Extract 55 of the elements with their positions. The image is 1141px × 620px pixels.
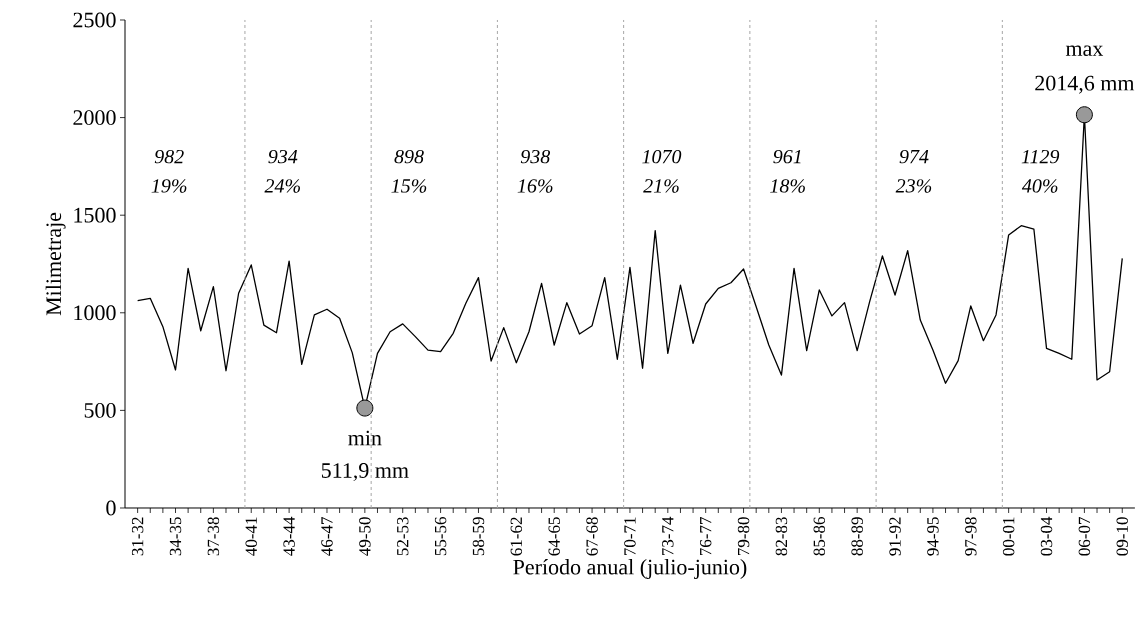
x-tick-label: 88-89 [851,517,863,556]
x-tick-label: 52-53 [397,517,409,556]
x-tick-label: 97-98 [965,517,977,556]
x-tick-label: 85-86 [813,517,826,556]
x-axis-title: Período anual (julio-junio) [513,559,747,580]
x-tick-label: 09-10 [1116,517,1129,556]
x-tick-label: 67-68 [586,517,598,556]
x-tick-label: 34-35 [169,517,182,556]
x-tick-label: 82-83 [775,517,788,556]
x-tick-label: 55-56 [434,517,447,556]
y-tick-label: 2000 [73,110,116,126]
annotation: 961 [773,149,801,164]
x-tick-label: 61-62 [510,517,523,556]
annotation: 511,9 mm [321,463,409,482]
x-tick-label: 94-95 [927,517,939,556]
annotation: 1070 [642,149,682,164]
annotation: 898 [394,149,424,164]
annotation: 40% [1021,179,1058,193]
x-tick-label: 31-32 [131,517,144,556]
annotation: 2014,6 mm [1035,75,1135,94]
x-tick-label: 91-92 [889,517,901,556]
annotation: max [1065,45,1104,57]
x-tick-label: 43-44 [283,516,295,556]
y-axis-title: Milimetraje [45,212,66,316]
x-tick-label: 79-80 [737,517,750,556]
annotation: 15% [391,179,427,193]
annotation: 1129 [1021,149,1060,164]
x-tick-label: 00-01 [1002,517,1015,556]
x-tick-label: 64-65 [548,517,560,556]
y-tick-label: 0 [106,500,116,516]
x-tick-label: 58-59 [472,517,485,556]
annotation: 938 [520,149,551,164]
annotation: 19% [151,179,187,193]
annotation: 24% [264,179,300,193]
annotation: 982 [154,149,184,164]
y-tick-label: 2500 [73,12,116,28]
annotation: 16% [517,179,553,193]
annotation: 974 [899,149,929,164]
x-tick-label: 03-04 [1040,516,1053,556]
x-tick-label: 46-47 [321,517,333,556]
y-tick-label: 500 [84,402,116,418]
annotation: 23% [895,179,932,193]
x-tick-label: 06-07 [1078,517,1091,556]
annotation: 934 [268,149,298,164]
x-tick-label: 76-77 [699,517,712,556]
x-tick-label: 49-50 [359,517,371,556]
x-tick-label: 70-71 [624,517,636,556]
annotation: 21% [643,179,679,193]
y-tick-label: 1000 [74,305,116,321]
x-tick-label: 73-74 [662,516,674,556]
annotation: min [348,430,382,446]
y-tick-label: 1500 [74,207,116,223]
x-tick-label: 40-41 [245,517,257,556]
x-tick-label: 37-38 [207,517,220,556]
annotation: 18% [770,179,805,193]
